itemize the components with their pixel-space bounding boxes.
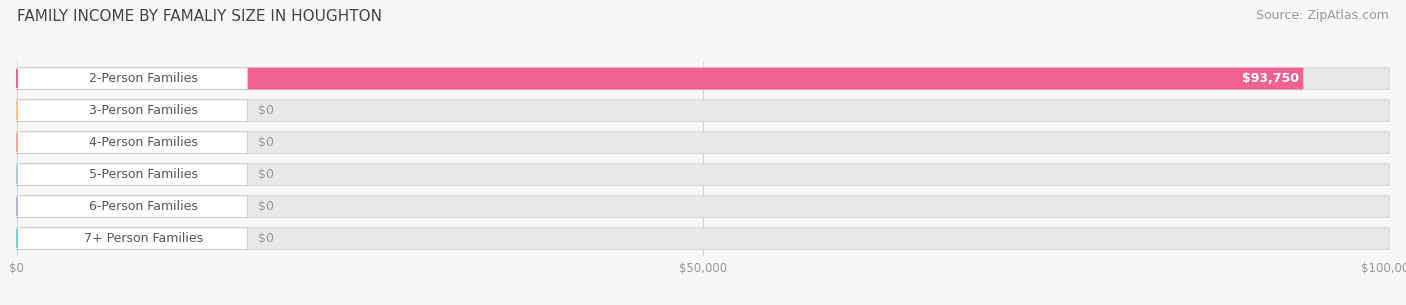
FancyBboxPatch shape bbox=[17, 228, 247, 249]
Text: $0: $0 bbox=[259, 168, 274, 181]
Text: 6-Person Families: 6-Person Families bbox=[89, 200, 198, 213]
FancyBboxPatch shape bbox=[17, 132, 247, 153]
FancyBboxPatch shape bbox=[17, 132, 1389, 153]
FancyBboxPatch shape bbox=[17, 196, 1389, 217]
Text: $0: $0 bbox=[259, 136, 274, 149]
Text: Source: ZipAtlas.com: Source: ZipAtlas.com bbox=[1256, 9, 1389, 22]
FancyBboxPatch shape bbox=[17, 164, 247, 185]
FancyBboxPatch shape bbox=[17, 100, 247, 121]
Text: 2-Person Families: 2-Person Families bbox=[89, 72, 198, 85]
FancyBboxPatch shape bbox=[17, 228, 1389, 249]
FancyBboxPatch shape bbox=[17, 100, 1389, 121]
FancyBboxPatch shape bbox=[17, 68, 1303, 89]
FancyBboxPatch shape bbox=[17, 68, 247, 89]
FancyBboxPatch shape bbox=[17, 196, 247, 217]
Text: 7+ Person Families: 7+ Person Families bbox=[84, 232, 204, 245]
Text: $0: $0 bbox=[259, 232, 274, 245]
Text: $0: $0 bbox=[259, 104, 274, 117]
Text: FAMILY INCOME BY FAMALIY SIZE IN HOUGHTON: FAMILY INCOME BY FAMALIY SIZE IN HOUGHTO… bbox=[17, 9, 382, 24]
Text: $93,750: $93,750 bbox=[1243, 72, 1299, 85]
Text: $0: $0 bbox=[259, 200, 274, 213]
Text: 3-Person Families: 3-Person Families bbox=[89, 104, 198, 117]
Text: 4-Person Families: 4-Person Families bbox=[89, 136, 198, 149]
FancyBboxPatch shape bbox=[17, 68, 1389, 89]
Text: 5-Person Families: 5-Person Families bbox=[89, 168, 198, 181]
FancyBboxPatch shape bbox=[17, 164, 1389, 185]
